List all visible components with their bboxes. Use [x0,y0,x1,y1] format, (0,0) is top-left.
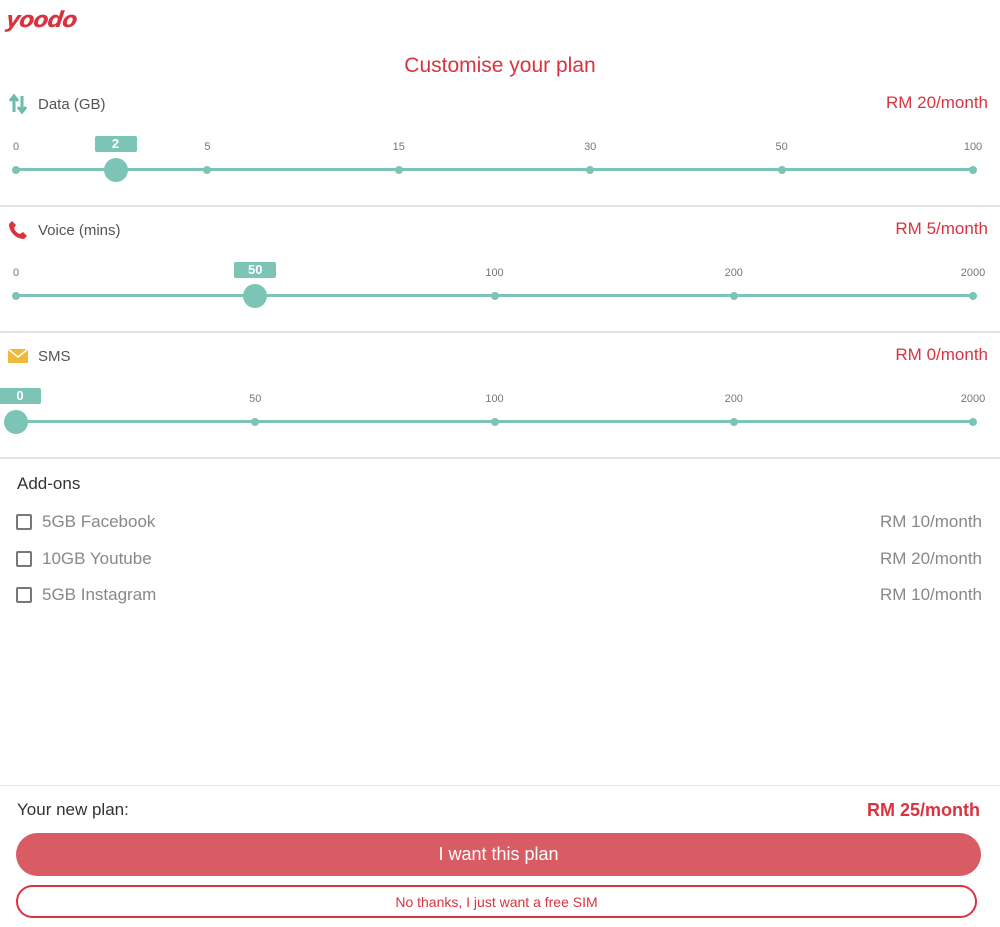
voice-section: Voice (mins) RM 5/month 0 100 200 2000 50 [0,211,1000,333]
addon-price: RM 10/month [879,585,982,604]
slider-tick[interactable] [969,417,977,426]
plan-label: Your new plan: [17,800,129,819]
addon-label: 10GB Youtube [42,549,152,568]
slider-value-badge: 50 [234,262,277,278]
slider-tick-label: 200 [724,267,743,279]
addons-title: Add-ons [17,474,81,493]
slider-tick-label: 5 [204,141,211,153]
slider-tick-label: 0 [12,141,20,153]
data-slider[interactable]: 0 5 15 30 50 100 2 [12,136,982,182]
slider-tick-label: 0 [12,267,20,279]
slider-tick-label: 100 [485,393,504,405]
sms-label: SMS [38,347,71,365]
data-section: Data (GB) RM 20/month 0 5 15 30 50 100 2 [0,85,1000,207]
yoodo-logo: yoodo [4,8,79,33]
addon-instagram[interactable]: 5GB Instagram RM 10/month [16,583,982,607]
slider-tick-label: 15 [392,141,405,153]
slider-tick[interactable] [490,291,499,300]
slider-tick-label: 2000 [960,267,986,279]
plan-total: RM 25/month [866,800,980,820]
addon-label: 5GB Facebook [42,512,156,531]
slider-tick-label: 2000 [960,393,986,405]
arrows-up-down-icon [8,94,28,114]
voice-label: Voice (mins) [38,221,121,239]
envelope-icon [8,346,28,366]
addon-price: RM 10/month [879,512,982,531]
plan-footer: Your new plan: RM 25/month I want this p… [0,785,1000,927]
slider-tick[interactable] [586,165,595,174]
slider-tick[interactable] [203,165,212,174]
slider-tick-label: 200 [724,393,743,405]
want-plan-button[interactable]: I want this plan [16,833,981,876]
phone-icon [8,220,28,240]
data-price: RM 20/month [885,93,988,112]
slider-tick[interactable] [490,417,499,426]
slider-tick[interactable] [777,165,786,174]
slider-thumb[interactable] [4,409,28,434]
sms-slider[interactable]: 50 100 200 2000 0 [0,388,985,434]
checkbox[interactable] [16,587,32,603]
slider-tick[interactable] [729,291,738,300]
slider-thumb[interactable] [103,157,128,182]
slider-value-badge: 0 [0,388,41,404]
checkbox[interactable] [16,514,32,530]
slider-tick[interactable] [394,165,403,174]
free-sim-button[interactable]: No thanks, I just want a free SIM [16,885,977,918]
voice-slider[interactable]: 0 100 200 2000 50 [12,262,985,308]
slider-tick[interactable] [969,165,977,174]
slider-tick[interactable] [729,417,738,426]
sms-price: RM 0/month [895,345,988,364]
slider-tick-label: 30 [584,141,597,153]
addon-label: 5GB Instagram [42,585,157,604]
slider-tick-label: 100 [963,141,983,153]
slider-tick[interactable] [969,291,977,300]
addon-facebook[interactable]: 5GB Facebook RM 10/month [16,510,982,534]
checkbox[interactable] [16,551,32,567]
addon-youtube[interactable]: 10GB Youtube RM 20/month [16,547,982,571]
slider-value-badge: 2 [94,136,137,152]
voice-price: RM 5/month [895,219,988,238]
data-label: Data (GB) [38,95,106,113]
slider-thumb[interactable] [243,283,268,308]
slider-tick-label: 50 [775,141,788,153]
slider-tick-label: 50 [249,393,262,405]
slider-tick[interactable] [251,417,260,426]
addon-price: RM 20/month [879,549,982,568]
sms-section: SMS RM 0/month 50 100 200 2000 0 [0,337,1000,459]
slider-tick-label: 100 [485,267,504,279]
slider-tick[interactable] [12,291,20,300]
page-title: Customise your plan [404,54,596,77]
slider-tick[interactable] [12,165,20,174]
